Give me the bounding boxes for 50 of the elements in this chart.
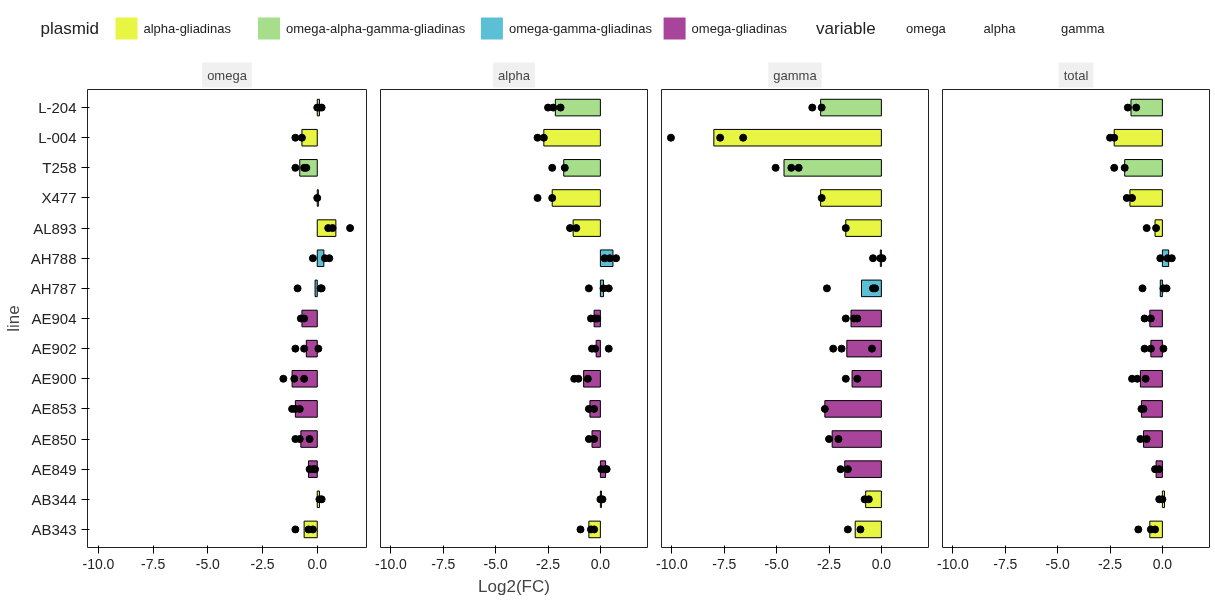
x-tick-label: 0.0 bbox=[1152, 555, 1173, 572]
y-tick-label: AE900 bbox=[31, 370, 77, 388]
x-tick-label: -10.0 bbox=[656, 555, 689, 572]
x-tick-label: 0.0 bbox=[871, 555, 892, 572]
x-tick-label: 0.0 bbox=[590, 555, 611, 572]
legend-label: omega-alpha-gamma-gliadinas bbox=[286, 21, 466, 36]
x-tick-label: -2.5 bbox=[1097, 555, 1123, 572]
chart-title: alpha bbox=[498, 67, 531, 83]
text: omega bbox=[906, 21, 947, 36]
text: variable bbox=[816, 19, 876, 38]
y-tick-label: T258 bbox=[42, 159, 77, 177]
y-tick-label: AE849 bbox=[31, 460, 77, 478]
x-tick-label: -5.0 bbox=[1045, 555, 1070, 572]
y-tick-label: AE850 bbox=[31, 430, 77, 448]
x-tick-label: -10.0 bbox=[375, 555, 408, 572]
legend-label: omega-gamma-gliadinas bbox=[508, 21, 653, 36]
y-tick-label: AE902 bbox=[31, 340, 77, 358]
x-tick-label: 0.0 bbox=[307, 555, 328, 572]
y-axis-title: line bbox=[3, 305, 23, 332]
x-tick-label: -7.5 bbox=[712, 555, 737, 572]
y-tick-label: X477 bbox=[41, 189, 77, 207]
y-tick-label: L-004 bbox=[38, 129, 77, 147]
y-tick-label: AB343 bbox=[31, 520, 77, 538]
y-tick-label: AH788 bbox=[30, 249, 77, 267]
chart-title: omega bbox=[207, 67, 248, 83]
x-tick-label: -10.0 bbox=[82, 555, 115, 572]
y-tick-label: AL893 bbox=[33, 219, 77, 237]
y-tick-label: AE904 bbox=[31, 310, 77, 327]
text: alpha bbox=[983, 21, 1017, 36]
legend-title: plasmid bbox=[40, 19, 100, 38]
chart-title: gamma bbox=[773, 67, 818, 83]
legend-label: alpha-gliadinas bbox=[143, 21, 232, 36]
x-tick-label: -5.0 bbox=[483, 555, 508, 572]
x-tick-label: -2.5 bbox=[535, 555, 561, 572]
x-tick-label: -7.5 bbox=[431, 555, 456, 572]
x-tick-label: -7.5 bbox=[141, 555, 166, 572]
legend-label: omega-gliadinas bbox=[691, 21, 788, 36]
x-tick-label: -7.5 bbox=[993, 555, 1018, 572]
x-tick-label: -5.0 bbox=[764, 555, 789, 572]
x-tick-label: -10.0 bbox=[937, 555, 970, 572]
y-tick-label: L-204 bbox=[38, 99, 77, 117]
chart-title: total bbox=[1063, 67, 1089, 83]
y-tick-label: AH787 bbox=[30, 279, 77, 297]
x-tick-label: -2.5 bbox=[250, 555, 275, 572]
y-tick-label: AE853 bbox=[31, 400, 77, 418]
y-tick-label: AB344 bbox=[31, 490, 77, 508]
x-tick-label: -2.5 bbox=[816, 555, 842, 572]
x-axis-title: Log2(FC) bbox=[478, 576, 550, 596]
x-tick-label: -5.0 bbox=[195, 555, 221, 572]
text: gamma bbox=[1061, 21, 1106, 36]
